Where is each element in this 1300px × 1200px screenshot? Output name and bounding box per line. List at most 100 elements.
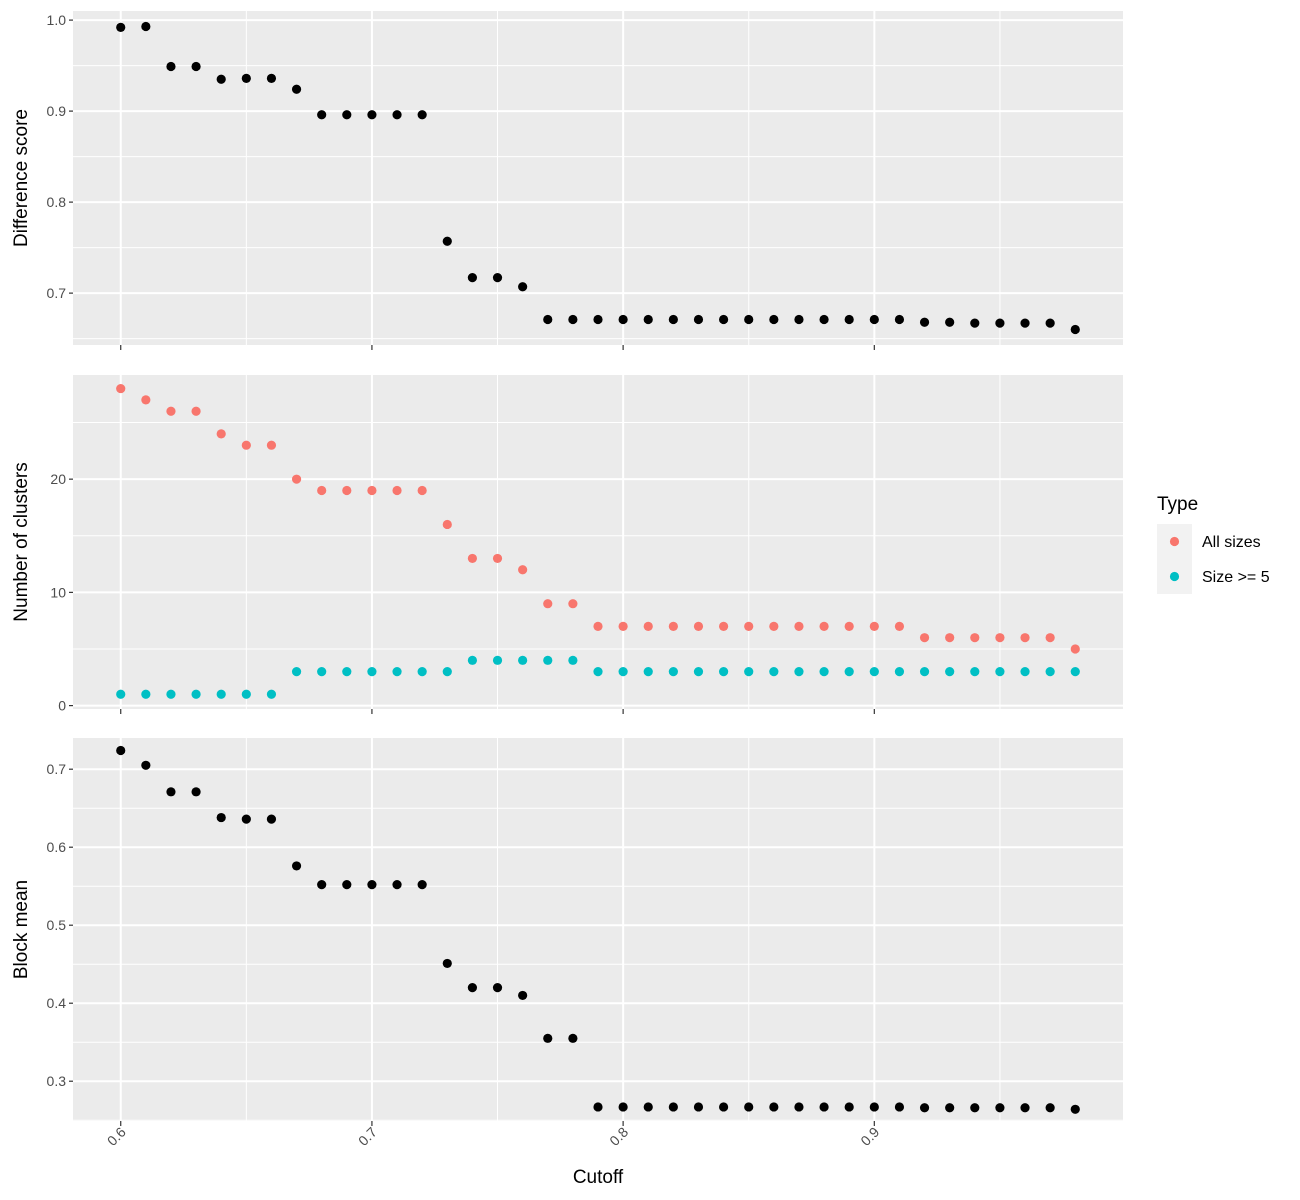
data-point <box>342 485 352 496</box>
data-point <box>819 314 829 325</box>
data-point <box>593 621 603 631</box>
data-point <box>844 621 854 631</box>
data-point <box>668 621 678 631</box>
data-point <box>819 667 829 677</box>
legend-label: All sizes <box>1202 534 1261 551</box>
data-point <box>995 667 1005 677</box>
data-point <box>367 667 377 677</box>
data-point <box>291 474 302 484</box>
data-point <box>769 1102 779 1112</box>
data-point <box>894 314 905 325</box>
data-point <box>492 655 503 665</box>
panel-background <box>73 11 1123 345</box>
data-point <box>442 519 452 530</box>
y-tick-label: 0 <box>58 698 66 714</box>
data-point <box>166 689 176 699</box>
data-point <box>744 1102 754 1112</box>
data-point <box>216 812 226 823</box>
data-point <box>417 667 427 677</box>
data-point <box>1070 1104 1080 1114</box>
data-point <box>291 861 302 871</box>
data-point <box>1045 1103 1055 1113</box>
data-point <box>744 314 754 325</box>
data-point <box>995 318 1005 328</box>
data-point <box>618 667 628 677</box>
data-point <box>317 880 327 890</box>
data-point <box>543 599 553 609</box>
data-point <box>668 1102 678 1112</box>
data-point <box>568 599 578 609</box>
data-point <box>1020 667 1030 677</box>
y-tick-label: 20 <box>50 471 66 487</box>
data-point <box>518 565 528 575</box>
data-point <box>869 1102 879 1112</box>
data-point <box>718 314 729 325</box>
data-point <box>643 1102 653 1112</box>
data-point <box>894 1102 905 1112</box>
y-tick-label: 0.7 <box>47 285 67 301</box>
data-point <box>844 667 854 677</box>
data-point <box>618 314 628 325</box>
legend-key-size-ge-5 <box>1169 571 1180 582</box>
data-point <box>266 689 277 699</box>
data-point <box>769 667 779 677</box>
data-point <box>618 1102 628 1112</box>
data-point <box>492 273 503 283</box>
data-point <box>869 667 879 677</box>
x-tick-label: 0.9 <box>857 1124 882 1149</box>
data-point <box>568 1033 578 1043</box>
data-point <box>317 110 327 120</box>
data-point <box>593 1102 603 1112</box>
data-point <box>543 1033 553 1043</box>
data-point <box>643 667 653 677</box>
data-point <box>492 983 503 993</box>
data-point <box>718 621 729 631</box>
data-point <box>744 621 754 631</box>
x-tick-label: 0.7 <box>355 1124 380 1149</box>
data-point <box>392 485 402 496</box>
data-point <box>216 74 226 84</box>
data-point <box>518 990 528 1001</box>
data-point <box>794 667 804 677</box>
data-point <box>970 318 980 328</box>
data-point <box>116 383 126 394</box>
data-point <box>367 110 377 120</box>
data-point <box>442 236 452 246</box>
data-point <box>593 314 603 325</box>
data-point <box>116 689 126 699</box>
data-point <box>467 273 478 283</box>
data-point <box>819 621 829 631</box>
data-point <box>141 395 151 405</box>
data-point <box>291 667 302 677</box>
data-point <box>794 314 804 325</box>
data-point <box>693 621 704 631</box>
data-point <box>869 314 879 325</box>
data-point <box>744 667 754 677</box>
data-point <box>367 485 377 496</box>
y-tick-label: 1.0 <box>47 12 67 28</box>
y-tick-label: 0.3 <box>47 1073 67 1089</box>
data-point <box>266 440 277 450</box>
y-tick-label: 10 <box>50 584 66 600</box>
data-point <box>166 406 176 416</box>
data-point <box>794 621 804 631</box>
data-point <box>769 314 779 325</box>
data-point <box>919 1103 930 1113</box>
data-point <box>291 84 302 94</box>
data-point <box>166 61 176 72</box>
data-point <box>141 21 151 32</box>
data-point <box>919 633 930 643</box>
data-point <box>216 689 226 699</box>
data-point <box>618 621 628 631</box>
data-point <box>417 880 427 890</box>
data-point <box>643 621 653 631</box>
data-point <box>643 314 653 325</box>
data-point <box>518 282 528 292</box>
data-point <box>919 317 930 327</box>
data-point <box>1020 1103 1030 1113</box>
data-point <box>1020 633 1030 643</box>
data-point <box>342 880 352 890</box>
data-point <box>442 667 452 677</box>
data-point <box>945 633 955 643</box>
data-point <box>844 1102 854 1112</box>
